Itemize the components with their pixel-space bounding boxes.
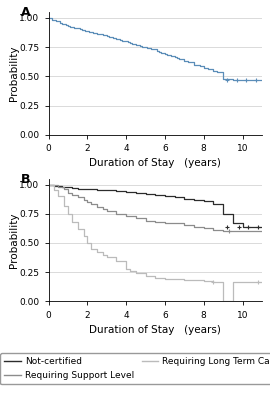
Point xyxy=(237,224,241,230)
Point xyxy=(254,77,258,83)
Point xyxy=(211,278,215,285)
Text: A: A xyxy=(21,6,31,19)
Point xyxy=(225,224,229,230)
X-axis label: Duration of Stay   (years): Duration of Stay (years) xyxy=(89,158,221,168)
X-axis label: Duration of Stay   (years): Duration of Stay (years) xyxy=(89,325,221,335)
Point xyxy=(256,224,260,230)
Y-axis label: Probability: Probability xyxy=(9,212,19,268)
Text: B: B xyxy=(21,172,30,186)
Legend: Not-certified, Requiring Support Level, Requiring Long Term Care Level: Not-certified, Requiring Support Level, … xyxy=(0,353,270,384)
Point xyxy=(256,278,260,285)
Point xyxy=(227,228,231,234)
Y-axis label: Probability: Probability xyxy=(9,46,19,101)
Point xyxy=(235,77,239,83)
Point xyxy=(244,77,249,83)
Point xyxy=(246,224,251,230)
Point xyxy=(225,77,229,83)
